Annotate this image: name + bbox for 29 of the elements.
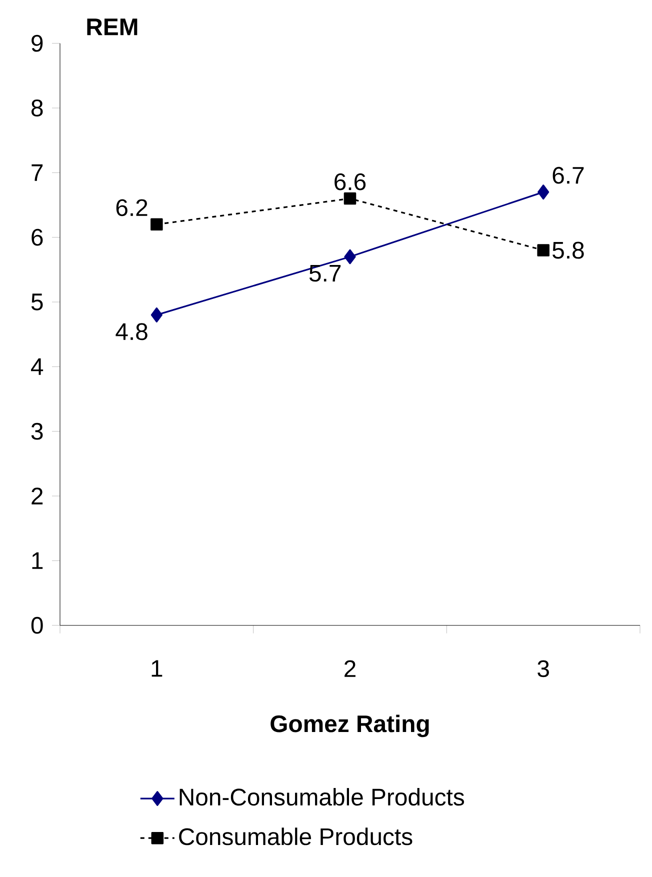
point [344,192,356,205]
point [344,249,356,264]
x-tick-label: 3 [538,660,549,678]
y-axis-title: REM [87,18,138,36]
legend-label: Non-Consumable Products [180,788,464,806]
x-tick-label: 1 [152,660,162,677]
y-tick-label: 1 [32,552,43,569]
point [150,307,162,322]
data-label: 6.7 [552,166,584,184]
data-label: 5.8 [552,242,584,259]
legend-label: Consumable Products [179,828,412,846]
y-tick-label: 7 [32,164,43,181]
data-label: 6.2 [116,199,148,216]
y-tick-label: 5 [31,294,43,310]
y-tick-label: 8 [32,100,43,116]
y-tick-label: 9 [32,34,43,52]
y-tick-label: 0 [31,616,43,634]
data-label: 5.7 [309,264,341,282]
x-axis-title: Gomez Rating [270,714,429,738]
data-label: 4.8 [116,323,148,340]
point [538,184,550,200]
point [150,218,163,231]
point [537,244,550,256]
y-tick-label: 4 [31,358,44,375]
y-tick-label: 6 [32,228,43,246]
y-tick-label: 2 [32,488,43,504]
y-tick-label: 3 [31,422,43,440]
data-label: 6.6 [334,173,366,190]
x-tick-label: 2 [344,660,356,677]
